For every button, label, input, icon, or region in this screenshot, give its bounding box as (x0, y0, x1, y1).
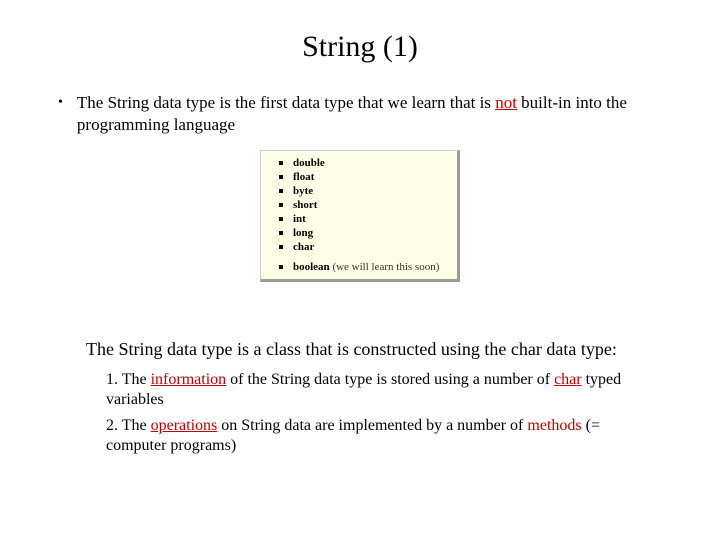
square-bullet-icon (279, 189, 283, 193)
sub-para-1: 1. The information of the String data ty… (106, 370, 640, 410)
type-label: char (293, 240, 314, 254)
types-list: double float byte short int long char (279, 156, 454, 254)
types-list-2: boolean (we will learn this soon) (279, 260, 454, 274)
bullet-pre: The String data type is the first data t… (77, 93, 495, 112)
bullet-text: The String data type is the first data t… (77, 92, 680, 136)
types-box: double float byte short int long char bo… (260, 150, 460, 282)
hl-information: information (151, 371, 227, 388)
list-item: boolean (we will learn this soon) (279, 260, 454, 274)
square-bullet-icon (279, 203, 283, 207)
type-note-text: (we will learn this soon) (332, 260, 439, 274)
text: 1. The (106, 371, 151, 388)
list-item: long (279, 226, 454, 240)
square-bullet-icon (279, 265, 283, 269)
list-item: float (279, 170, 454, 184)
para-class-intro: The String data type is a class that is … (86, 338, 650, 360)
bullet-mark: • (58, 92, 63, 114)
bullet-not: not (495, 93, 517, 112)
square-bullet-icon (279, 231, 283, 235)
square-bullet-icon (279, 217, 283, 221)
hl-methods: methods (527, 417, 581, 434)
square-bullet-icon (279, 175, 283, 179)
text: on String data are implemented by a numb… (217, 417, 527, 434)
types-box-container: double float byte short int long char bo… (40, 150, 680, 282)
list-item: short (279, 198, 454, 212)
square-bullet-icon (279, 161, 283, 165)
type-label: double (293, 156, 325, 170)
list-item: double (279, 156, 454, 170)
list-item: byte (279, 184, 454, 198)
type-label: boolean (293, 260, 330, 274)
list-item: int (279, 212, 454, 226)
list-item: char (279, 240, 454, 254)
hl-char: char (554, 371, 582, 388)
main-bullet: • The String data type is the first data… (58, 92, 680, 136)
text: of the String data type is stored using … (226, 371, 554, 388)
hl-operations: operations (151, 417, 218, 434)
type-label: float (293, 170, 314, 184)
text: 2. The (106, 417, 151, 434)
type-label: byte (293, 184, 313, 198)
type-label: int (293, 212, 306, 226)
square-bullet-icon (279, 245, 283, 249)
type-label: short (293, 198, 317, 212)
type-label: long (293, 226, 313, 240)
page-title: String (1) (40, 30, 680, 64)
sub-para-2: 2. The operations on String data are imp… (106, 416, 640, 456)
